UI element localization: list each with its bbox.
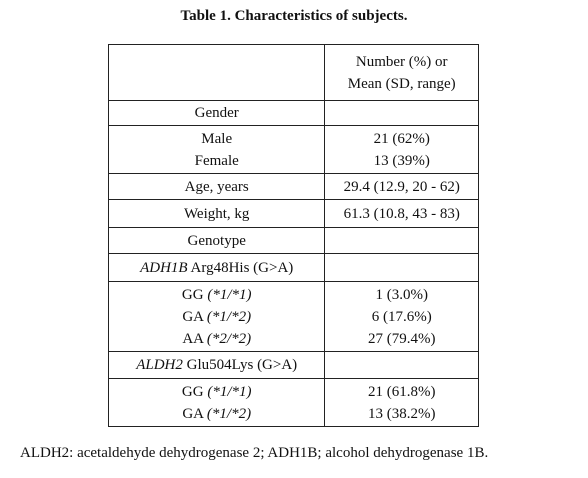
row-label: GG (*1/*1) GA (*1/*2) AA (*2/*2) [107, 281, 326, 352]
section-label: Genotype [107, 227, 326, 254]
genotype-line: AA (*2/*2) [109, 328, 324, 350]
genotype: GG [181, 383, 204, 400]
empty-cell [324, 351, 479, 379]
characteristics-table: Number (%) or Mean (SD, range) Gender Ma… [107, 44, 479, 427]
value-cell: 29.4 (12.9, 20 - 62) [324, 173, 479, 200]
genotype-line: GG (*1/*1) [109, 381, 324, 403]
variant: Arg48His (G>A) [190, 259, 294, 276]
table-title: Table 1. Characteristics of subjects. [180, 8, 408, 24]
header-text: Mean (SD, range) [347, 75, 456, 92]
variant: Glu504Lys (G>A) [186, 357, 298, 373]
gene-name: ADH1B [140, 259, 188, 276]
genotype: GG [181, 286, 204, 303]
alleles: (*2/*2) [206, 330, 252, 347]
alleles: (*1/*2) [206, 405, 252, 422]
footnote: ALDH2: acetaldehyde dehydrogenase 2; ADH… [20, 445, 489, 461]
value-text: 1 (3.0%) [375, 286, 428, 303]
row-label-text: Male [201, 130, 233, 147]
alleles: (*1/*1) [207, 286, 252, 303]
genotype: AA [182, 330, 204, 347]
alleles: (*1/*1) [207, 383, 252, 400]
value-text: 27 (79.4%) [367, 330, 436, 347]
value-cell: 61.3 (10.8, 43 - 83) [324, 199, 479, 228]
genotype-line: GA (*1/*2) [109, 306, 324, 328]
empty-cell [324, 100, 479, 126]
empty-cell [324, 253, 479, 282]
row-label-text: Female [194, 152, 239, 169]
gene-label: ADH1B Arg48His (G>A) [107, 253, 326, 282]
value-text: 21 (62%) [373, 130, 430, 147]
value-text: 13 (39%) [373, 152, 430, 169]
genotype-line: GA (*1/*2) [109, 403, 324, 425]
empty-cell [107, 44, 326, 101]
value-cell: 21 (61.8%) 13 (38.2%) [324, 378, 479, 427]
genotype-line: GG (*1/*1) [109, 284, 324, 306]
header-text: Number (%) or [355, 53, 448, 70]
row-label: Age, years [107, 173, 326, 200]
row-label: Weight, kg [107, 199, 326, 228]
header-cell: Number (%) or Mean (SD, range) [324, 44, 479, 101]
value-text: 6 (17.6%) [371, 308, 432, 325]
value-text: 21 (61.8%) [367, 383, 436, 400]
value-cell: 1 (3.0%) 6 (17.6%) 27 (79.4%) [324, 281, 479, 352]
gene-label: ALDH2 Glu504Lys (G>A) [107, 351, 326, 379]
alleles: (*1/*2) [206, 308, 252, 325]
value-cell: 21 (62%) 13 (39%) [324, 125, 479, 174]
row-label: GG (*1/*1) GA (*1/*2) [107, 378, 326, 427]
genotype: GA [182, 308, 204, 325]
value-text: 13 (38.2%) [367, 405, 436, 422]
empty-cell [324, 227, 479, 254]
section-label: Gender [107, 100, 326, 126]
row-label: Male Female [107, 125, 326, 174]
genotype: GA [182, 405, 204, 422]
gene-name: ALDH2 [136, 357, 183, 373]
